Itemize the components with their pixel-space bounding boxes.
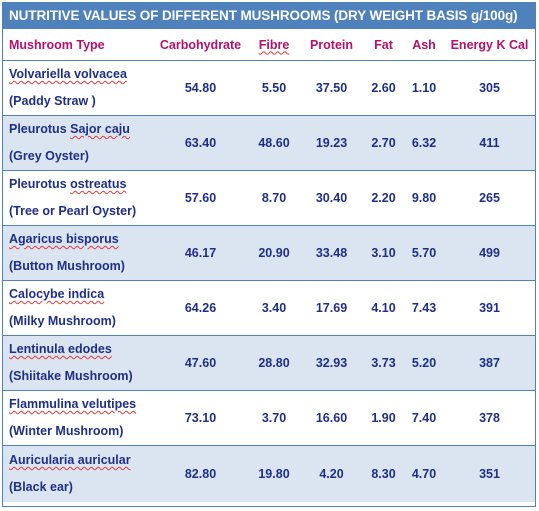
carbohydrate-cell: 82.80: [153, 445, 248, 502]
carbohydrate-cell: 47.60: [153, 335, 248, 391]
protein-cell: 16.60: [300, 390, 363, 446]
protein-cell: 33.48: [300, 225, 363, 281]
protein-cell: 19.23: [300, 115, 363, 171]
latin-name: Auricularia auricular: [9, 453, 131, 467]
common-name: (Shiitake Mushroom): [9, 369, 133, 383]
energy-cell: 265: [444, 170, 535, 226]
common-name: (Tree or Pearl Oyster): [9, 204, 137, 218]
latin-name: Calocybe indica: [9, 287, 105, 301]
latin-name-part: Sajor caju: [70, 122, 130, 136]
fat-cell: 2.60: [363, 60, 404, 116]
carbohydrate-cell: 46.17: [153, 225, 248, 281]
common-name: (Winter Mushroom): [9, 424, 124, 438]
table-row: Auricularia auricular (Black ear) 82.80 …: [3, 445, 535, 502]
fibre-cell: 19.80: [248, 445, 300, 502]
fat-cell: 2.20: [363, 170, 404, 226]
header-carbohydrate: Carbohydrate: [153, 29, 248, 61]
table-row: Volvariella volvacea (Paddy Straw ) 54.8…: [3, 60, 535, 116]
fibre-cell: 5.50: [248, 60, 300, 116]
common-name: (Button Mushroom): [9, 259, 125, 273]
protein-cell: 17.69: [300, 280, 363, 336]
carbohydrate-cell: 73.10: [153, 390, 248, 446]
carbohydrate-cell: 63.40: [153, 115, 248, 171]
protein-cell: 30.40: [300, 170, 363, 226]
fat-cell: 4.10: [363, 280, 404, 336]
latin-name: Lentinula edodes: [9, 342, 112, 356]
ash-cell: 5.20: [404, 335, 444, 391]
ash-cell: 5.70: [404, 225, 444, 281]
ash-cell: 6.32: [404, 115, 444, 171]
fat-cell: 8.30: [363, 445, 404, 502]
latin-name: Pleurotus Sajor caju: [9, 116, 153, 143]
fibre-cell: 28.80: [248, 335, 300, 391]
mushroom-name-cell: Auricularia auricular (Black ear): [3, 445, 153, 502]
energy-cell: 411: [444, 115, 535, 171]
header-fibre: Fibre: [248, 29, 300, 61]
table-title: NUTRITIVE VALUES OF DIFFERENT MUSHROOMS …: [3, 3, 535, 29]
nutrition-table-frame: NUTRITIVE VALUES OF DIFFERENT MUSHROOMS …: [2, 2, 536, 507]
latin-name: Volvariella volvacea: [9, 67, 127, 81]
table-row: Pleurotus Sajor caju (Grey Oyster) 63.40…: [3, 115, 535, 171]
fat-cell: 2.70: [363, 115, 404, 171]
latin-name: Agaricus bisporus: [9, 232, 119, 246]
table-row: Pleurotus ostreatus (Tree or Pearl Oyste…: [3, 170, 535, 226]
table-row: Agaricus bisporus (Button Mushroom) 46.1…: [3, 225, 535, 281]
fibre-cell: 48.60: [248, 115, 300, 171]
fat-cell: 3.10: [363, 225, 404, 281]
table-row: Calocybe indica (Milky Mushroom) 64.26 3…: [3, 280, 535, 336]
table-row: Flammulina velutipes (Winter Mushroom) 7…: [3, 390, 535, 446]
ash-cell: 7.40: [404, 390, 444, 446]
protein-cell: 4.20: [300, 445, 363, 502]
ash-cell: 1.10: [404, 60, 444, 116]
latin-name: Flammulina velutipes: [9, 397, 137, 411]
common-name: (Paddy Straw ): [9, 94, 96, 108]
table-row: Lentinula edodes (Shiitake Mushroom) 47.…: [3, 335, 535, 391]
ash-cell: 7.43: [404, 280, 444, 336]
common-name: (Milky Mushroom): [9, 314, 116, 328]
ash-cell: 4.70: [404, 445, 444, 502]
mushroom-name-cell: Calocybe indica (Milky Mushroom): [3, 280, 153, 336]
mushroom-nutrition-table: Mushroom Type Carbohydrate Fibre Protein…: [3, 29, 535, 502]
fibre-cell: 3.40: [248, 280, 300, 336]
ash-cell: 9.80: [404, 170, 444, 226]
latin-name-part: Pleurotus: [9, 177, 67, 191]
energy-cell: 387: [444, 335, 535, 391]
header-mushroom-type: Mushroom Type: [3, 29, 153, 61]
fibre-cell: 8.70: [248, 170, 300, 226]
mushroom-name-cell: Pleurotus ostreatus (Tree or Pearl Oyste…: [3, 170, 153, 226]
header-protein: Protein: [300, 29, 363, 61]
mushroom-name-cell: Flammulina velutipes (Winter Mushroom): [3, 390, 153, 446]
latin-name-part: ostreatus: [70, 177, 127, 191]
protein-cell: 37.50: [300, 60, 363, 116]
energy-cell: 378: [444, 390, 535, 446]
carbohydrate-cell: 57.60: [153, 170, 248, 226]
latin-name: Pleurotus ostreatus: [9, 171, 153, 198]
energy-cell: 391: [444, 280, 535, 336]
header-fat: Fat: [363, 29, 404, 61]
header-ash: Ash: [404, 29, 444, 61]
protein-cell: 32.93: [300, 335, 363, 391]
carbohydrate-cell: 64.26: [153, 280, 248, 336]
mushroom-name-cell: Agaricus bisporus (Button Mushroom): [3, 225, 153, 281]
mushroom-name-cell: Lentinula edodes (Shiitake Mushroom): [3, 335, 153, 391]
mushroom-name-cell: Pleurotus Sajor caju (Grey Oyster): [3, 115, 153, 171]
energy-cell: 499: [444, 225, 535, 281]
energy-cell: 305: [444, 60, 535, 116]
common-name: (Grey Oyster): [9, 149, 89, 163]
common-name: (Black ear): [9, 480, 73, 494]
fibre-cell: 20.90: [248, 225, 300, 281]
fat-cell: 1.90: [363, 390, 404, 446]
header-row: Mushroom Type Carbohydrate Fibre Protein…: [3, 29, 535, 61]
energy-cell: 351: [444, 445, 535, 502]
header-energy: Energy K Cal: [444, 29, 535, 61]
mushroom-name-cell: Volvariella volvacea (Paddy Straw ): [3, 60, 153, 116]
fat-cell: 3.73: [363, 335, 404, 391]
carbohydrate-cell: 54.80: [153, 60, 248, 116]
latin-name-part: Pleurotus: [9, 122, 67, 136]
fibre-cell: 3.70: [248, 390, 300, 446]
